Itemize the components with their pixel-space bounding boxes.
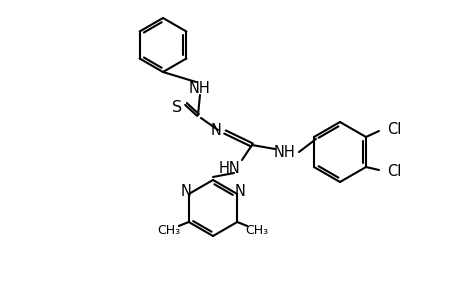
Text: N: N [210, 122, 221, 137]
Text: N: N [180, 184, 191, 200]
Text: CH₃: CH₃ [157, 224, 180, 236]
Text: N: N [234, 184, 245, 200]
Text: NH: NH [189, 80, 210, 95]
Text: CH₃: CH₃ [245, 224, 268, 236]
Text: Cl: Cl [386, 122, 400, 136]
Text: NH: NH [274, 145, 295, 160]
Text: Cl: Cl [386, 164, 400, 179]
Text: S: S [172, 100, 182, 115]
Text: HN: HN [218, 160, 241, 175]
